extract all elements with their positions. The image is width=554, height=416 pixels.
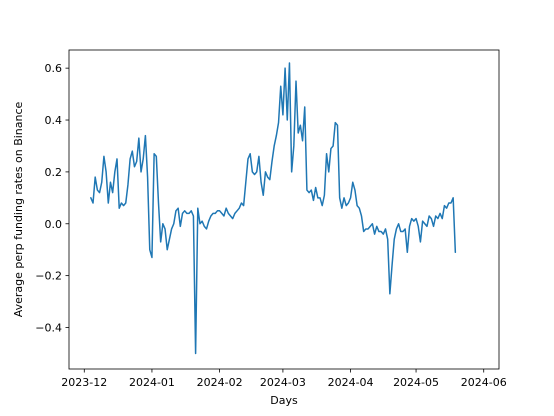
plot-area-frame (68, 49, 500, 370)
y-tick-label: −0.2 (35, 270, 62, 283)
y-tick-label: 0.2 (45, 166, 63, 179)
x-tick-label: 2024-06 (461, 376, 507, 389)
y-axis-title: Average perp funding rates on Binance (12, 101, 25, 317)
x-tick-label: 2023-12 (61, 376, 107, 389)
y-tick-label: 0.6 (45, 62, 63, 75)
y-tick-label: 0.4 (45, 114, 63, 127)
series-layer (90, 62, 457, 355)
series-line (90, 62, 457, 355)
x-tick-label: 2024-04 (328, 376, 374, 389)
x-tick-label: 2024-02 (197, 376, 243, 389)
x-axis-title: Days (270, 394, 298, 407)
x-tick-label: 2024-05 (393, 376, 439, 389)
x-tick-label: 2024-03 (260, 376, 306, 389)
y-axis: −0.4 −0.2 0.0 0.2 0.4 0.6 (35, 62, 69, 335)
x-axis: 2023-12 2024-01 2024-02 2024-03 2024-04 2024-… (61, 369, 507, 389)
x-tick-label: 2024-01 (129, 376, 175, 389)
y-tick-label: −0.4 (35, 322, 62, 335)
y-tick-label: 0.0 (45, 218, 63, 231)
